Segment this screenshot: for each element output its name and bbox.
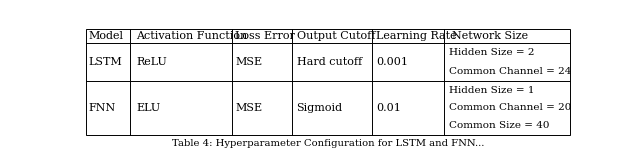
Text: LSTM: LSTM: [88, 57, 122, 67]
Text: ELU: ELU: [136, 103, 161, 113]
Text: 0.001: 0.001: [376, 57, 408, 67]
Text: Common Channel = 24: Common Channel = 24: [449, 67, 572, 76]
Text: Hidden Size = 2: Hidden Size = 2: [449, 48, 534, 57]
Text: Hidden Size = 1: Hidden Size = 1: [449, 86, 534, 95]
Text: Activation Function: Activation Function: [136, 31, 248, 41]
Text: Network Size: Network Size: [452, 31, 528, 41]
Text: 0.01: 0.01: [376, 103, 401, 113]
Text: Output Cutoff: Output Cutoff: [296, 31, 375, 41]
Text: MSE: MSE: [235, 57, 262, 67]
Text: Common Size = 40: Common Size = 40: [449, 121, 550, 130]
Text: FNN: FNN: [88, 103, 116, 113]
Text: MSE: MSE: [235, 103, 262, 113]
Text: Hard cutoff: Hard cutoff: [296, 57, 362, 67]
Text: Loss Error: Loss Error: [235, 31, 295, 41]
Text: ReLU: ReLU: [136, 57, 167, 67]
Text: Common Channel = 20: Common Channel = 20: [449, 103, 572, 112]
Text: Learning Rate: Learning Rate: [376, 31, 456, 41]
Text: Model: Model: [88, 31, 124, 41]
Bar: [86, 29, 570, 135]
Text: Table 4: Hyperparameter Configuration for LSTM and FNN...: Table 4: Hyperparameter Configuration fo…: [172, 139, 484, 148]
Text: Sigmoid: Sigmoid: [296, 103, 342, 113]
